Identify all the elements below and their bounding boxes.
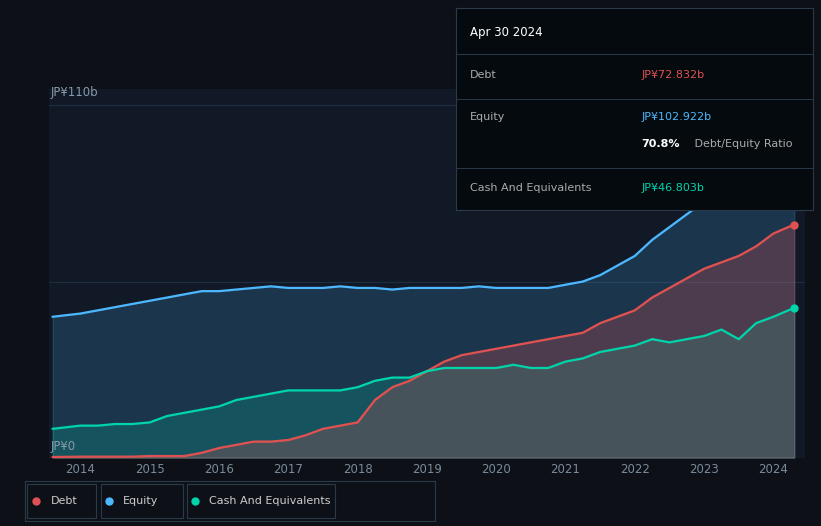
Text: JP¥72.832b: JP¥72.832b <box>641 70 704 80</box>
Text: Debt: Debt <box>470 70 497 80</box>
Text: JP¥0: JP¥0 <box>51 440 76 453</box>
Text: Debt/Equity Ratio: Debt/Equity Ratio <box>691 138 793 148</box>
Text: Cash And Equivalents: Cash And Equivalents <box>470 183 591 193</box>
Text: Equity: Equity <box>470 112 505 122</box>
Text: JP¥46.803b: JP¥46.803b <box>641 183 704 193</box>
Text: 70.8%: 70.8% <box>641 138 680 148</box>
Text: JP¥102.922b: JP¥102.922b <box>641 112 712 122</box>
Text: JP¥110b: JP¥110b <box>51 86 99 99</box>
Text: Cash And Equivalents: Cash And Equivalents <box>209 496 331 506</box>
Text: Apr 30 2024: Apr 30 2024 <box>470 26 543 39</box>
FancyBboxPatch shape <box>26 484 97 518</box>
Text: Equity: Equity <box>123 496 158 506</box>
FancyBboxPatch shape <box>101 484 183 518</box>
FancyBboxPatch shape <box>187 484 335 518</box>
Text: Debt: Debt <box>52 496 78 506</box>
